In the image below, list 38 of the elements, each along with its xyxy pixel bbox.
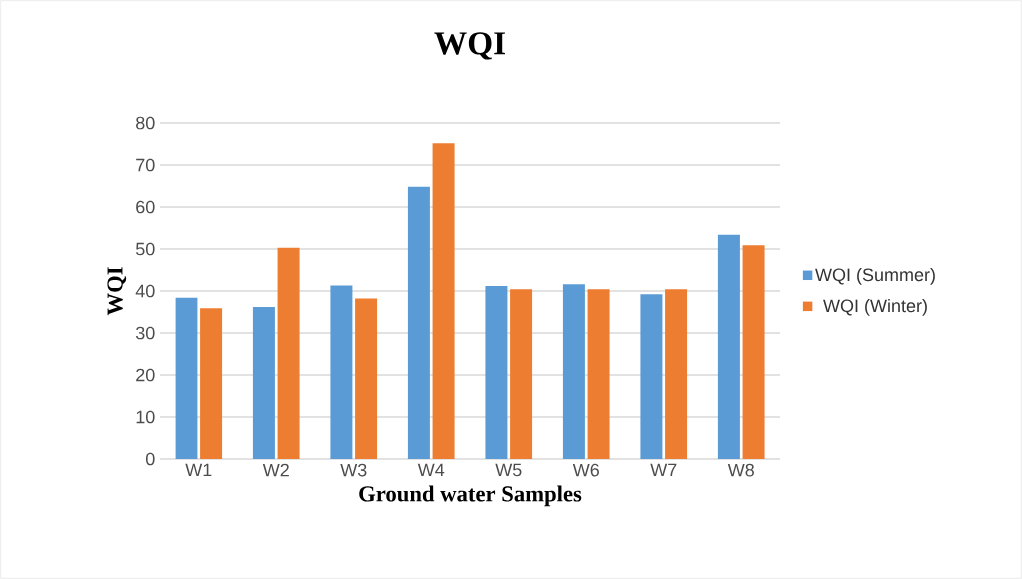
bar (510, 289, 533, 459)
bar (717, 234, 740, 459)
bar (355, 298, 378, 459)
y-tick-label: 50 (135, 242, 155, 256)
y-tick-label: 10 (136, 410, 155, 424)
bar (407, 186, 430, 459)
x-axis-title: Ground water Samples (359, 485, 582, 507)
bar (200, 308, 223, 459)
bar (587, 289, 610, 459)
chart-title: WQI (434, 32, 505, 60)
x-tick-label: W3 (340, 463, 367, 477)
legend-label: WQI (Winter) (823, 299, 927, 316)
bar (330, 285, 353, 459)
bar (432, 143, 455, 459)
y-tick-label: 20 (136, 368, 155, 382)
y-tick-label: 0 (145, 452, 155, 466)
bar (562, 284, 585, 459)
y-tick-label: 60 (136, 200, 155, 214)
x-tick-label: W8 (727, 463, 754, 477)
bar (665, 289, 688, 459)
bar (640, 294, 663, 459)
bar (277, 247, 300, 459)
x-tick-label: W5 (495, 463, 522, 477)
bar (485, 285, 508, 459)
bar (252, 306, 275, 459)
bar (742, 245, 765, 459)
x-tick-label: W7 (650, 463, 677, 477)
y-axis-title: WQI (107, 267, 127, 316)
bar (175, 297, 198, 459)
y-tick-label: 30 (135, 326, 155, 340)
legend-label: WQI (Summer) (815, 267, 935, 285)
y-tick-label: 80 (136, 116, 155, 130)
y-tick-label: 70 (136, 158, 155, 172)
y-tick-label: 40 (135, 284, 155, 298)
x-tick-label: W4 (417, 463, 445, 477)
x-tick-label: W6 (572, 463, 599, 477)
x-tick-label: W1 (185, 463, 212, 477)
x-tick-label: W2 (262, 463, 289, 477)
